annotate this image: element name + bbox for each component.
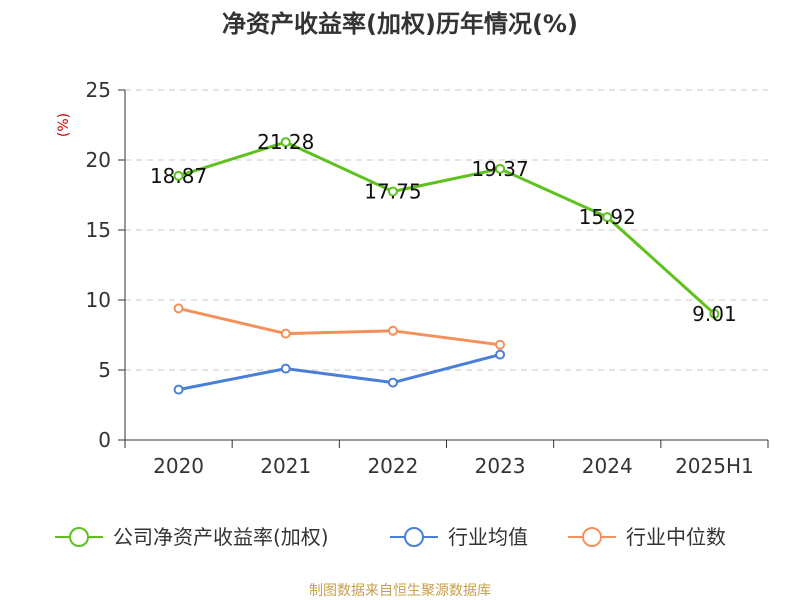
legend-marker (69, 527, 89, 547)
y-tick-label: 20 (86, 148, 111, 172)
x-tick-label: 2025H1 (675, 454, 754, 478)
series-line (178, 140, 716, 315)
y-axis-label: (%) (56, 113, 72, 137)
series-layer (173, 137, 720, 395)
data-label: 17.75 (364, 180, 421, 204)
data-point (495, 349, 506, 360)
legend-label: 行业中位数 (626, 525, 726, 549)
series-line (178, 353, 501, 392)
data-point (387, 325, 398, 336)
x-tick-label: 2021 (260, 454, 311, 478)
y-tick-label: 10 (86, 288, 111, 312)
x-tick-label: 2020 (153, 454, 204, 478)
data-label: 9.01 (692, 302, 737, 326)
x-tick-label: 2023 (475, 454, 526, 478)
legend-label: 公司净资产收益率(加权) (113, 525, 329, 549)
data-label: 15.92 (579, 205, 636, 229)
legend: 公司净资产收益率(加权) 行业均值 行业中位数 (55, 525, 726, 549)
data-point (387, 377, 398, 388)
data-point (173, 303, 184, 314)
legend-marker (582, 527, 602, 547)
data-point (280, 137, 291, 148)
data-point (709, 308, 720, 319)
y-tick-label: 0 (98, 428, 111, 452)
x-tick-label: 2024 (582, 454, 633, 478)
data-label: 18.87 (150, 164, 207, 188)
data-point (280, 328, 291, 339)
source-note: 制图数据来自恒生聚源数据库 (309, 583, 491, 599)
data-point (387, 186, 398, 197)
legend-marker (404, 527, 424, 547)
data-point (495, 163, 506, 174)
data-point (602, 212, 613, 223)
data-point (495, 339, 506, 350)
data-point (280, 363, 291, 374)
x-tick-label: 2022 (367, 454, 418, 478)
y-tick-label: 5 (98, 358, 111, 382)
data-label: 19.37 (471, 157, 528, 181)
data-point (173, 170, 184, 181)
data-point (173, 384, 184, 395)
gridlines (125, 89, 768, 371)
y-tick-label: 15 (86, 218, 111, 242)
legend-label: 行业均值 (448, 525, 528, 549)
data-labels: 18.87 21.28 17.75 19.37 15.92 9.01 (150, 130, 737, 326)
series-line (178, 306, 501, 347)
chart-title: 净资产收益率(加权)历年情况(%) (222, 10, 578, 38)
data-label: 21.28 (257, 130, 314, 154)
y-tick-label: 25 (86, 78, 111, 102)
axes: 0 5 10 15 20 25 2020 2021 2022 2023 2024 2025H1 (86, 78, 769, 478)
